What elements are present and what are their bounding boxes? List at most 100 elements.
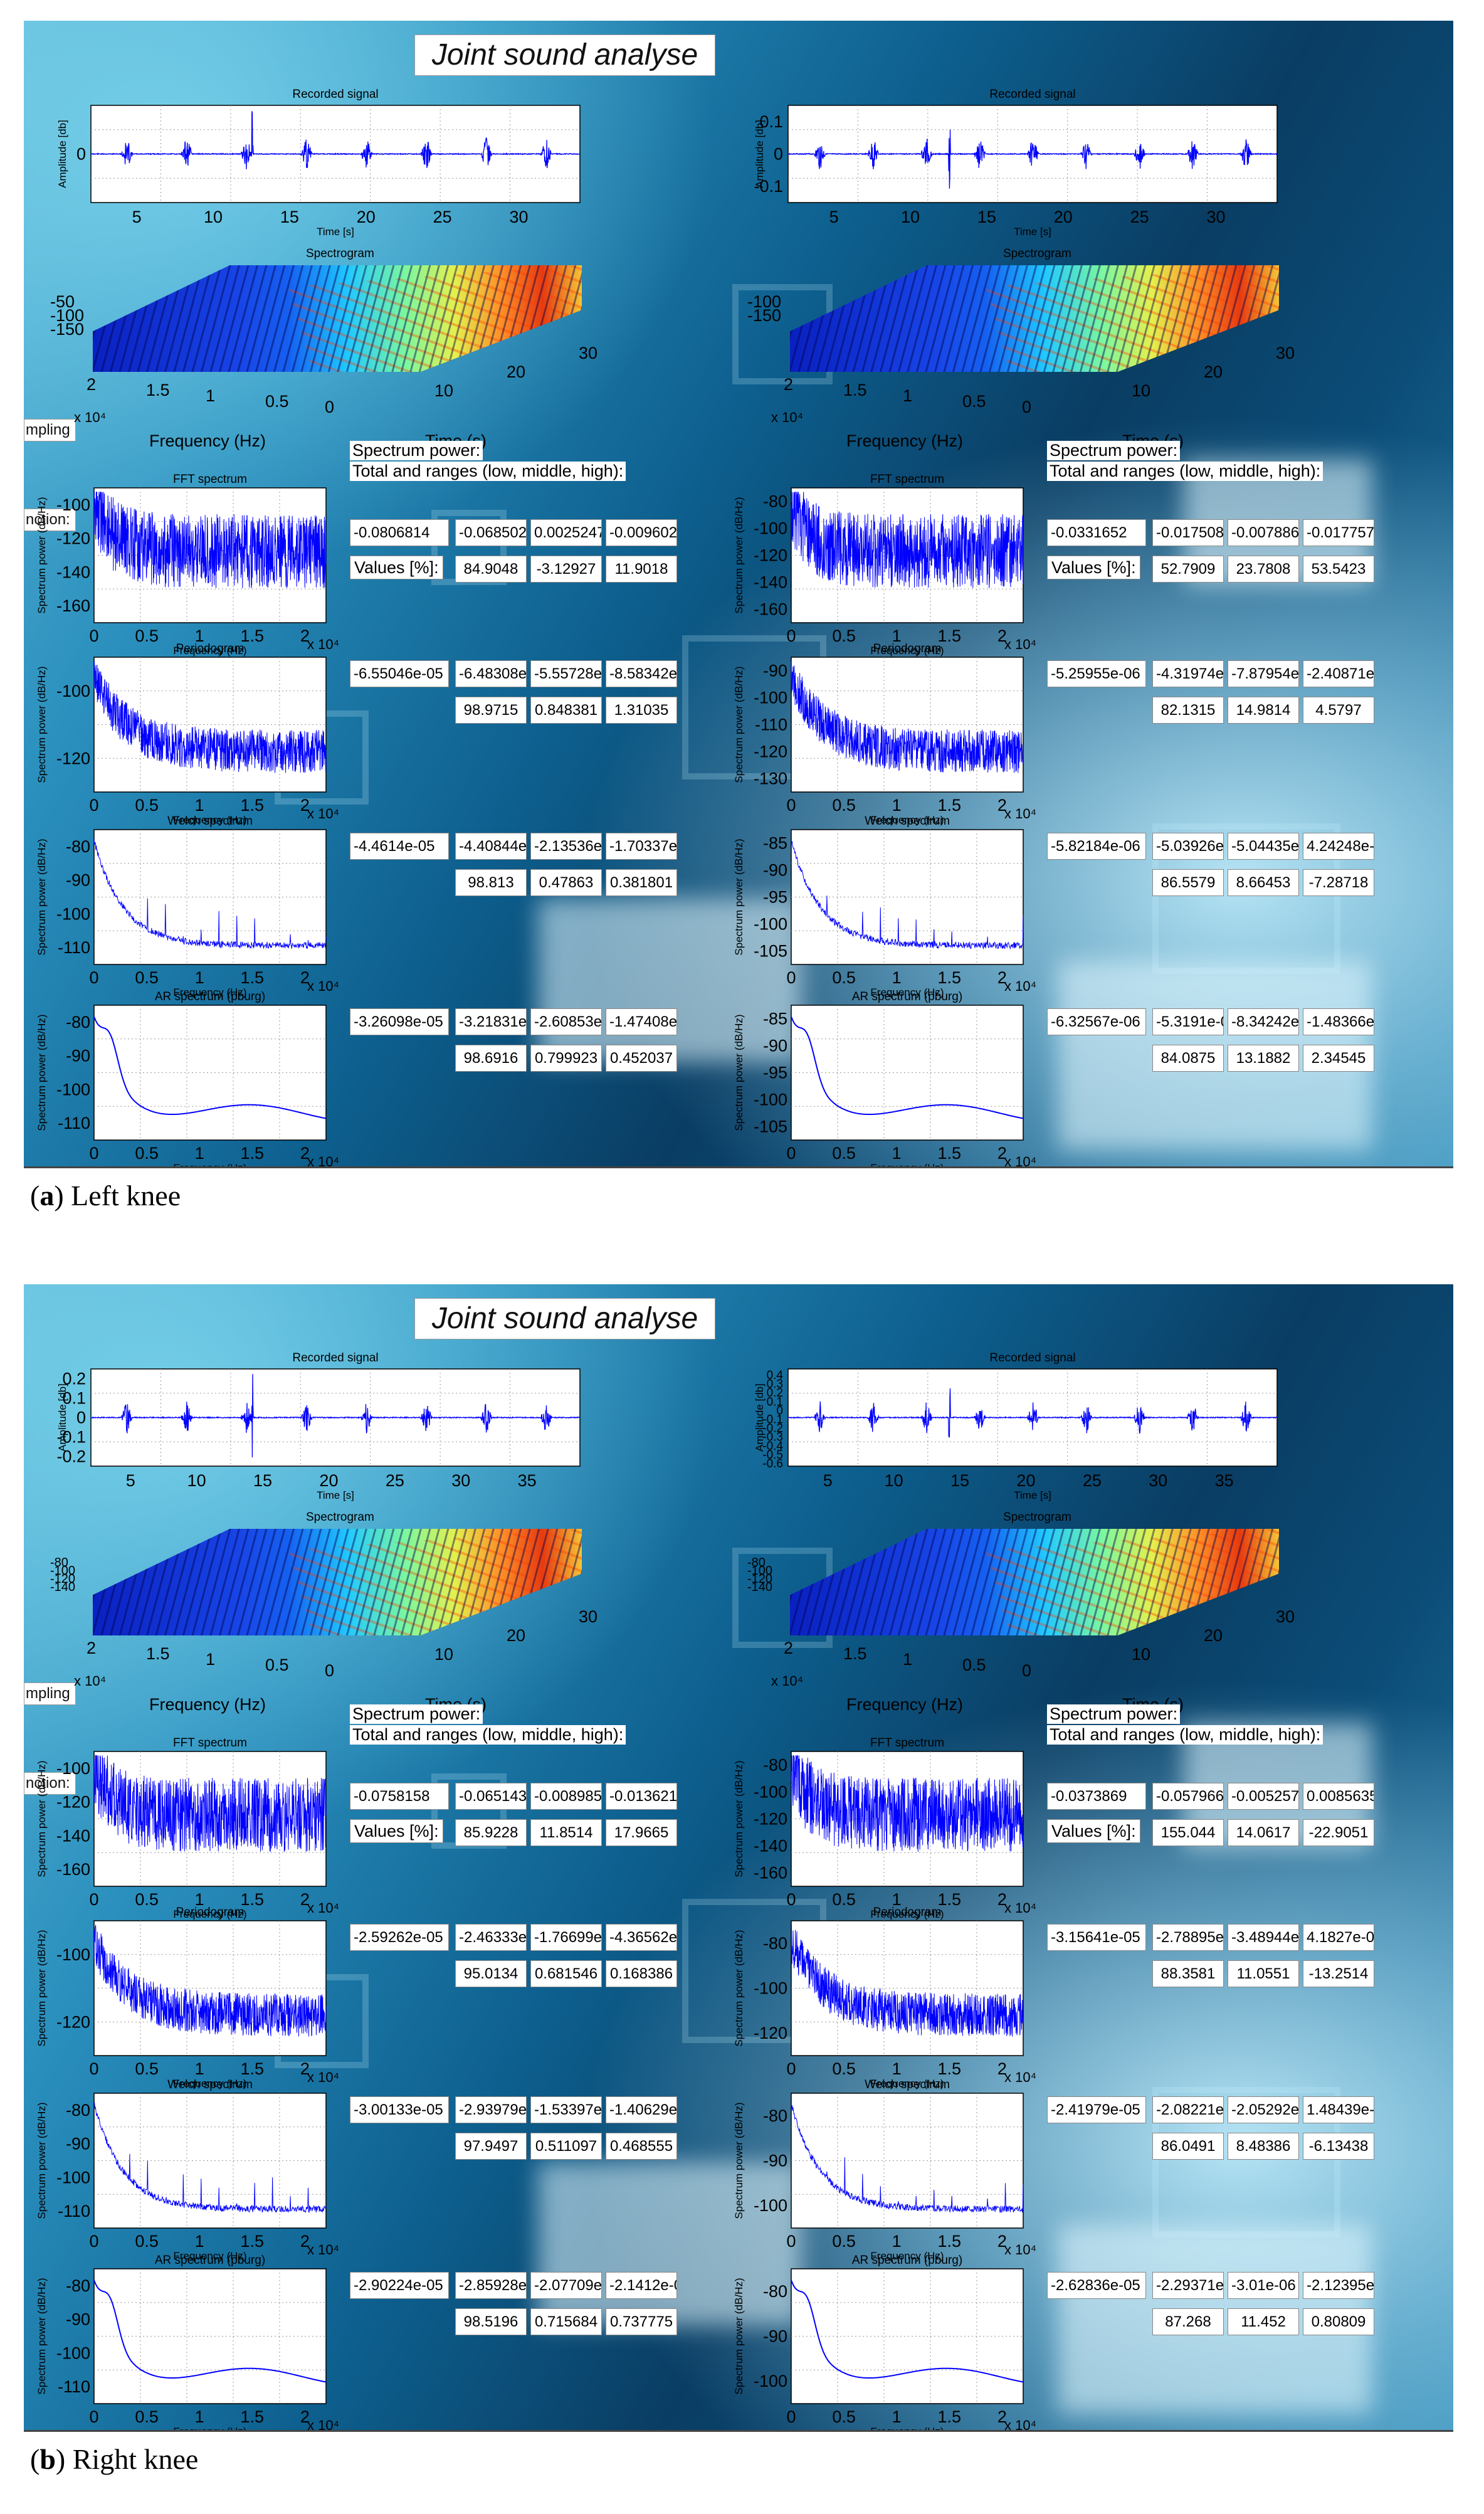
y-tick-label: -160 bbox=[56, 596, 90, 615]
spectrum-trace bbox=[791, 661, 1024, 773]
side-tab-sampling[interactable]: mpling bbox=[24, 419, 76, 441]
freq-tick-label: 1.5 bbox=[146, 381, 170, 399]
spectrum-plot-ar: AR spectrum (pburg) Spectrum power (dB/Hz… bbox=[733, 2254, 1036, 2430]
spectrogram-mesh bbox=[790, 1529, 1279, 1635]
x-exponent-label: x 10⁴ bbox=[307, 1900, 339, 1916]
range-percent-value: 98.9715 bbox=[455, 697, 527, 724]
x-axis-label: Frequency (Hz) bbox=[870, 1162, 944, 1168]
y-axis-label: Spectrum power (dB/Hz) bbox=[36, 497, 48, 613]
side-tab-sampling[interactable]: mpling bbox=[24, 1682, 76, 1705]
spectrum-trace bbox=[93, 661, 327, 774]
y-tick-label: -110 bbox=[755, 716, 787, 734]
range-power-value: -2.12395e- bbox=[1303, 2272, 1374, 2299]
spectrum-plot-period: Periodogram Spectrum power (dB/Hz) -80 -100… bbox=[733, 1906, 1036, 2089]
spectrum-ranges-heading: Total and ranges (low, middle, high): bbox=[350, 1725, 626, 1745]
freq-exponent-label: x 10⁴ bbox=[74, 409, 107, 425]
freq-tick-label: 0.5 bbox=[962, 1656, 986, 1674]
x-tick-label: 0 bbox=[89, 1890, 98, 1909]
y-tick-label: -100 bbox=[754, 519, 787, 538]
y-axis-label: Amplitude [db] bbox=[754, 120, 766, 188]
x-tick-label: 0.5 bbox=[832, 626, 856, 645]
recorded-signal-trace bbox=[90, 111, 581, 170]
spectrum-plot-fft-svg: FFT spectrum Spectrum power (dB/Hz) -100 -1… bbox=[36, 473, 339, 657]
x-tick-label: 2 bbox=[300, 1144, 310, 1163]
y-tick-label: 0 bbox=[76, 1408, 86, 1427]
total-power-value: -0.0806814 bbox=[350, 519, 449, 546]
side-tab-function[interactable]: nction: bbox=[24, 509, 76, 531]
x-tick-label: 2 bbox=[997, 796, 1007, 815]
total-power-value: -0.0758158 bbox=[350, 1783, 449, 1810]
range-percent-value: 0.80809 bbox=[1303, 2308, 1374, 2335]
spectrum-plot-ar-svg: AR spectrum (pburg) Spectrum power (dB/Hz… bbox=[733, 990, 1036, 1166]
x-tick-label: 20 bbox=[357, 208, 376, 226]
range-percent-value: 23.7808 bbox=[1228, 556, 1299, 583]
y-tick-label: -100 bbox=[754, 1979, 787, 1998]
range-percent-value: 97.9497 bbox=[455, 2133, 527, 2160]
range-percent-value: 0.681546 bbox=[530, 1960, 602, 1987]
y-tick-label: -100 bbox=[56, 1945, 90, 1964]
figure-caption: (a) Left knee bbox=[30, 1180, 181, 1212]
total-power-value: -3.15641e-05 bbox=[1047, 1924, 1146, 1951]
y-tick-label: -80 bbox=[763, 2106, 787, 2125]
side-tab-function[interactable]: nction: bbox=[24, 1772, 76, 1795]
range-power-value: -2.05292e- bbox=[1228, 2096, 1299, 2123]
y-axis-label: Spectrum power (dB/Hz) bbox=[36, 1014, 48, 1131]
range-power-value: 0.0025247≤ bbox=[530, 519, 602, 546]
x-tick-label: 0 bbox=[89, 2407, 98, 2426]
y-tick-label: 0 bbox=[776, 1404, 783, 1417]
x-tick-label: 1 bbox=[195, 2232, 204, 2251]
plot-title: Welch spectrum bbox=[865, 815, 950, 828]
freq-tick-label: 2 bbox=[784, 375, 794, 394]
y-tick-label: -120 bbox=[56, 1793, 90, 1812]
x-tick-label: 2 bbox=[300, 1890, 310, 1909]
range-power-value: 0.0085635 bbox=[1303, 1783, 1374, 1810]
x-tick-label: 1.5 bbox=[240, 2232, 264, 2251]
grid bbox=[791, 830, 1023, 964]
spectrum-plot-period-svg: Periodogram Spectrum power (dB/Hz) -80 -100… bbox=[733, 1906, 1036, 2089]
y-tick-label: -160 bbox=[754, 600, 787, 619]
freq-tick-label: 1.5 bbox=[843, 1644, 867, 1663]
z-tick-label: -50 bbox=[50, 292, 75, 311]
y-tick-label: -0.2 bbox=[762, 1422, 783, 1435]
x-tick-label: 0 bbox=[89, 796, 98, 815]
grid bbox=[791, 2269, 1023, 2404]
range-percent-value: 0.381801 bbox=[606, 869, 677, 896]
x-tick-label: 1.5 bbox=[937, 626, 961, 645]
x-tick-label: 1 bbox=[892, 626, 902, 645]
y-tick-label: 0 bbox=[76, 145, 86, 164]
spectrogram-mesh bbox=[93, 265, 582, 372]
x-tick-label: 2 bbox=[300, 626, 310, 645]
time-tick-label: 30 bbox=[1276, 1607, 1295, 1626]
spectrogram-surface bbox=[93, 1529, 582, 1635]
values-percent-label: Values [%]: bbox=[1047, 556, 1140, 579]
x-axis-label: Frequency (Hz) bbox=[173, 986, 246, 998]
spectrum-trace bbox=[93, 1925, 327, 2037]
range-percent-value: 82.1315 bbox=[1152, 697, 1224, 724]
x-tick-label: 1 bbox=[892, 2059, 902, 2078]
range-power-value: -4.31974e- bbox=[1152, 660, 1224, 687]
y-axis-label: Amplitude [db] bbox=[56, 1383, 68, 1452]
time-tick-label: 10 bbox=[434, 381, 454, 400]
range-percent-value: 4.5797 bbox=[1303, 697, 1374, 724]
x-exponent-label: x 10⁴ bbox=[1004, 2069, 1036, 2085]
x-tick-label: 0.5 bbox=[832, 2407, 856, 2426]
range-percent-value: 11.452 bbox=[1228, 2308, 1299, 2335]
y-tick-label: -110 bbox=[58, 938, 90, 957]
recorded-signal-trace bbox=[787, 1388, 1278, 1438]
spectrum-plot-ar-svg: AR spectrum (pburg) Spectrum power (dB/Hz… bbox=[36, 2254, 339, 2430]
spectrum-plot-fft: FFT spectrum Spectrum power (dB/Hz) -80 -10… bbox=[733, 473, 1036, 657]
y-tick-label: -0.2 bbox=[56, 1447, 86, 1466]
range-power-value: -0.0096025 bbox=[606, 519, 677, 546]
y-axis-label: Amplitude [db] bbox=[754, 1383, 766, 1452]
x-tick-label: 1.5 bbox=[937, 1890, 961, 1909]
plot-title: Welch spectrum bbox=[865, 2078, 950, 2091]
range-percent-value: 85.9228 bbox=[455, 1819, 527, 1846]
z-tick-label: -150 bbox=[50, 320, 85, 339]
x-axis-label: Frequency (Hz) bbox=[173, 1162, 246, 1168]
range-percent-value: 0.468555 bbox=[606, 2133, 677, 2160]
total-power-value: -6.55046e-05 bbox=[350, 660, 449, 687]
x-axis-label: Time [s] bbox=[1014, 226, 1051, 238]
spectrum-plot-fft: FFT spectrum Spectrum power (dB/Hz) -100 -1… bbox=[36, 473, 339, 657]
caption-text: Left knee bbox=[63, 1180, 181, 1212]
